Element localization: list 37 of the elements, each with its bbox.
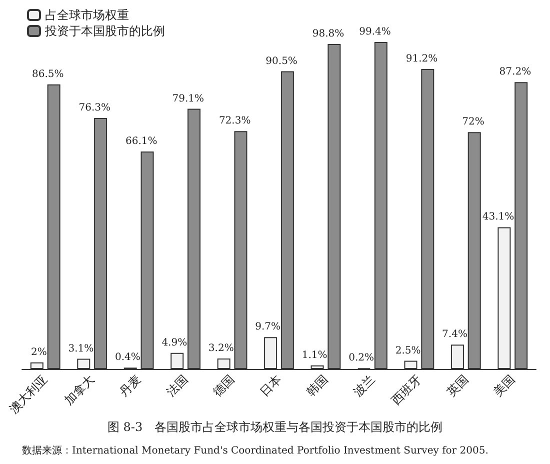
x-tick-label: 美国 (490, 372, 518, 399)
data-label: 72% (462, 116, 484, 128)
data-label: 87.2% (499, 66, 532, 78)
data-label: 43.1% (482, 212, 514, 223)
x-tick-label: 加拿大 (62, 372, 98, 408)
text: 图 8-3 各国股市占全球市场权重与各国投资于本国股市的比例 (107, 420, 443, 434)
data-label: 98.8% (312, 28, 344, 40)
legend-label: 占全球市场权重 (45, 8, 129, 22)
data-label: 0.2% (348, 352, 374, 364)
data-label: 90.5% (266, 56, 298, 67)
data-label: 7.4% (442, 329, 468, 340)
data-label: 0.4% (114, 352, 140, 364)
data-label: 2% (31, 346, 47, 358)
data-label: 76.3% (78, 102, 111, 114)
x-tick-label: 英国 (444, 372, 471, 399)
x-tick-label: 德国 (210, 372, 238, 399)
x-tick-label: 韩国 (304, 372, 331, 399)
x-tick-label: 日本 (257, 372, 284, 399)
data-label: 4.9% (162, 337, 188, 348)
x-tick-label: 法国 (164, 372, 190, 399)
x-tick-label: 丹麦 (116, 372, 144, 399)
data-label: 1.1% (302, 350, 328, 361)
x-tick-label: 西班牙 (388, 372, 424, 408)
legend-label: 投资于本国股市的比例 (44, 24, 165, 38)
data-label: 86.5% (32, 68, 64, 80)
data-label: 3.1% (68, 343, 94, 354)
data-label: 91.2% (406, 53, 438, 64)
x-tick-label: 澳大利亚 (6, 372, 50, 416)
data-label: 2.5% (395, 345, 421, 356)
data-label: 3.2% (208, 342, 234, 354)
data-label: 9.7% (255, 322, 281, 333)
data-label: 79.1% (172, 93, 204, 104)
data-label: 99.4% (359, 26, 391, 38)
data-label: 72.3% (218, 116, 251, 127)
data-label: 66.1% (125, 136, 158, 148)
source-note: 数据来源：International Monetary Fund's Coordinated Portfolio Investment Survey for 2005. (22, 444, 488, 456)
x-tick-label: 波兰 (350, 372, 378, 399)
